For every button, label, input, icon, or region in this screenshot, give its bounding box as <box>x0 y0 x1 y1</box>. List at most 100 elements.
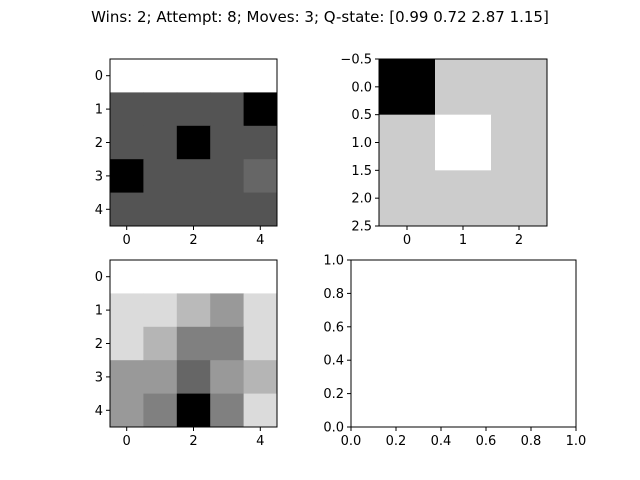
x-tick-label: 0.8 <box>521 434 542 449</box>
cell-r1-c1 <box>435 114 492 171</box>
figure-title: Wins: 2; Attempt: 8; Moves: 3; Q-state: … <box>91 8 549 26</box>
cell-r1-c2 <box>176 92 211 127</box>
cell-r1-c0 <box>379 114 436 171</box>
y-tick-label: 0 <box>95 270 103 285</box>
cell-r4-c1 <box>143 192 178 227</box>
cell-r0-c2 <box>176 260 211 294</box>
cell-r0-c0 <box>110 260 144 294</box>
cell-r2-c4 <box>243 326 278 361</box>
cell-r4-c2 <box>176 192 211 227</box>
x-tick-label: 0.4 <box>431 434 452 449</box>
y-tick-label: 2 <box>95 337 103 352</box>
cell-r4-c3 <box>210 192 245 227</box>
x-tick-label: 4 <box>256 233 264 248</box>
cell-r2-c1 <box>435 170 492 227</box>
cell-r1-c0 <box>110 293 144 328</box>
cell-r4-c4 <box>243 192 278 227</box>
x-tick-label: 0 <box>123 434 131 449</box>
x-tick-label: 1.0 <box>566 434 587 449</box>
cell-r2-c1 <box>143 125 178 160</box>
cell-r4-c0 <box>110 192 144 227</box>
y-tick-label: 0.6 <box>323 320 344 335</box>
x-tick-label: 2 <box>189 434 197 449</box>
cell-r1-c4 <box>243 293 278 328</box>
cell-r3-c2 <box>176 360 211 395</box>
y-tick-label: 0.8 <box>323 287 344 302</box>
x-tick-label: 0 <box>123 233 131 248</box>
cell-r4-c0 <box>110 393 144 428</box>
cell-r3-c4 <box>243 159 278 194</box>
cell-r0-c1 <box>143 260 178 294</box>
cell-r3-c3 <box>210 360 245 395</box>
x-tick-label: 0.2 <box>386 434 407 449</box>
cell-r3-c3 <box>210 159 245 194</box>
y-tick-label: −0.5 <box>340 53 372 68</box>
y-tick-label: 0.5 <box>351 108 372 123</box>
y-tick-label: 1.0 <box>323 254 344 269</box>
y-tick-label: 2.5 <box>351 220 372 235</box>
cell-r3-c1 <box>143 159 178 194</box>
cell-r2-c3 <box>210 125 245 160</box>
y-tick-label: 1 <box>95 103 103 118</box>
cell-r0-c4 <box>243 260 278 294</box>
cell-r2-c2 <box>176 125 211 160</box>
cell-r4-c2 <box>176 393 211 428</box>
cell-r3-c0 <box>110 159 144 194</box>
cell-r0-c4 <box>243 59 278 93</box>
cell-r1-c2 <box>491 114 548 171</box>
cell-r1-c3 <box>210 92 245 127</box>
y-tick-label: 2 <box>95 136 103 151</box>
cell-r2-c1 <box>143 326 178 361</box>
cell-r3-c1 <box>143 360 178 395</box>
subplot-bottom-left: 0 2 4 0 1 2 3 4 <box>95 259 278 449</box>
cell-r3-c0 <box>110 360 144 395</box>
x-tick-label: 0.6 <box>476 434 497 449</box>
cell-r3-c4 <box>243 360 278 395</box>
cell-r0-c1 <box>435 59 492 116</box>
cell-r1-c3 <box>210 293 245 328</box>
x-tick-label: 0 <box>403 233 411 248</box>
x-tick-label: 2 <box>189 233 197 248</box>
y-tick-label: 0.0 <box>351 80 372 95</box>
subplot-bottom-right: 0.0 0.2 0.4 0.6 0.8 1.0 0.0 0.2 0.4 0.6 0.8 1.0 <box>323 254 586 450</box>
cell-r4-c4 <box>243 393 278 428</box>
y-tick-label: 3 <box>95 370 103 385</box>
subplot-top-right: 0 1 2 −0.5 0.0 0.5 1.0 1.5 2.0 2.5 <box>340 53 548 248</box>
y-tick-label: 0.2 <box>323 387 344 402</box>
cell-r0-c1 <box>143 59 178 93</box>
cell-r1-c1 <box>143 293 178 328</box>
cell-r1-c2 <box>176 293 211 328</box>
cell-r1-c1 <box>143 92 178 127</box>
cell-r0-c3 <box>210 59 245 93</box>
cell-r0-c0 <box>379 59 436 116</box>
y-tick-label: 2.0 <box>351 192 372 207</box>
y-tick-label: 0.0 <box>323 421 344 436</box>
y-tick-label: 1.5 <box>351 164 372 179</box>
y-tick-label: 3 <box>95 169 103 184</box>
x-tick-label: 4 <box>256 434 264 449</box>
x-tick-label: 2 <box>515 233 523 248</box>
x-tick-label: 1 <box>459 233 467 248</box>
cell-r2-c3 <box>210 326 245 361</box>
cell-r4-c3 <box>210 393 245 428</box>
y-tick-label: 0 <box>95 69 103 84</box>
cell-r2-c0 <box>379 170 436 227</box>
cell-r2-c0 <box>110 125 144 160</box>
cell-r0-c2 <box>176 59 211 93</box>
cell-r1-c4 <box>243 92 278 127</box>
cell-r1-c0 <box>110 92 144 127</box>
cell-r4-c1 <box>143 393 178 428</box>
x-tick-label: 0.0 <box>341 434 362 449</box>
y-tick-label: 4 <box>95 203 103 218</box>
cell-r2-c0 <box>110 326 144 361</box>
subplot-top-left: 0 2 4 0 1 2 3 4 <box>95 58 278 248</box>
y-tick-label: 1 <box>95 304 103 319</box>
cell-r0-c2 <box>491 59 548 116</box>
y-tick-label: 1.0 <box>351 136 372 151</box>
cell-r0-c3 <box>210 260 245 294</box>
cell-r0-c0 <box>110 59 144 93</box>
cell-r2-c2 <box>491 170 548 227</box>
y-tick-label: 4 <box>95 404 103 419</box>
y-tick-label: 0.4 <box>323 354 344 369</box>
